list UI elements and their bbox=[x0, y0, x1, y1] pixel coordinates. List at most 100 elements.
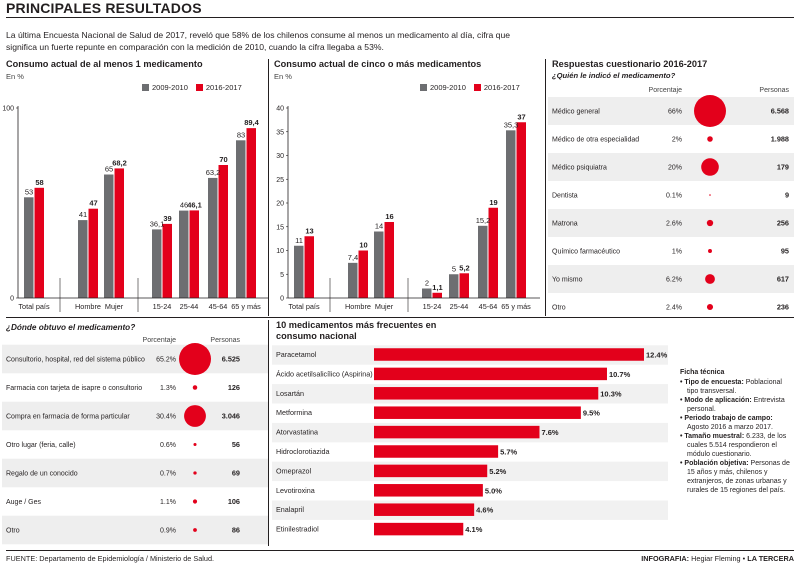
data-label-2009: 36,1 bbox=[150, 219, 165, 228]
x-tick-label: 15-24 bbox=[423, 302, 442, 311]
table1-svg: Porcentaje Personas Médico general 66% 6.568… bbox=[548, 87, 794, 312]
legend-swatch-red bbox=[195, 84, 203, 91]
chart1-unit: En % bbox=[6, 72, 24, 81]
y-tick-label: 0 bbox=[280, 296, 284, 303]
row-label: Regalo de un conocido bbox=[6, 471, 78, 478]
hbar bbox=[374, 503, 475, 516]
data-label-2016: 46,1 bbox=[187, 200, 202, 209]
y-tick-label: 0 bbox=[10, 296, 14, 303]
col-header-pct: Porcentaje bbox=[649, 87, 683, 94]
bar-2009 bbox=[422, 288, 432, 298]
table2-title: ¿Dónde obtuvo el medicamento? bbox=[6, 323, 136, 332]
table1-subtitle: ¿Quién le indicó el medicamento? bbox=[552, 71, 676, 80]
y-tick-label: 100 bbox=[2, 106, 14, 113]
row-band bbox=[2, 344, 268, 374]
chart5-title: 10 medicamentos más frecuentes en consum… bbox=[276, 320, 437, 341]
x-tick-label: 15-24 bbox=[153, 302, 172, 311]
hbar bbox=[374, 406, 581, 419]
x-tick-label: 65 y más bbox=[231, 302, 261, 311]
row-persons: 126 bbox=[228, 383, 240, 392]
bar-2016 bbox=[516, 122, 526, 298]
row-label: Otro bbox=[552, 305, 566, 312]
bar-2016 bbox=[432, 292, 442, 298]
bar-2009 bbox=[236, 140, 246, 298]
data-label-2009: 15,2 bbox=[476, 216, 491, 225]
data-label-2009: 63,2 bbox=[206, 168, 221, 177]
bubble bbox=[709, 194, 711, 196]
row-persons: 256 bbox=[777, 219, 789, 228]
hbar bbox=[374, 445, 499, 458]
x-tick-label: 25-44 bbox=[450, 302, 469, 311]
middle-divider bbox=[6, 317, 794, 318]
x-tick-label: Mujer bbox=[105, 302, 124, 311]
hbar-value-label: 4.6% bbox=[476, 506, 493, 515]
bubble bbox=[706, 219, 714, 227]
col-header-pct: Porcentaje bbox=[143, 337, 177, 344]
data-label-2016: 47 bbox=[89, 199, 97, 208]
data-label-2009: 7,4 bbox=[348, 253, 358, 262]
row-persons: 9 bbox=[785, 191, 789, 200]
row-band bbox=[548, 97, 794, 125]
chart2-unit: En % bbox=[274, 72, 292, 81]
data-label-2016: 89,4 bbox=[244, 118, 259, 127]
row-pct: 20% bbox=[668, 165, 682, 172]
bubble bbox=[192, 385, 198, 390]
row-label: Otro bbox=[6, 528, 20, 535]
row-persons: 3.046 bbox=[222, 412, 240, 421]
row-label: Yo mismo bbox=[552, 277, 583, 284]
data-label-2009: 2 bbox=[425, 279, 429, 288]
data-label-2009: 46 bbox=[180, 201, 188, 210]
credit-sep: • bbox=[742, 554, 746, 563]
bubble bbox=[193, 471, 197, 475]
data-label-2016: 16 bbox=[385, 212, 393, 221]
row-label: Químico farmacéutico bbox=[552, 249, 620, 256]
bubble bbox=[179, 343, 211, 375]
bar-2016 bbox=[488, 207, 498, 298]
ficha-item: • Tipo de encuesta: Poblacional tipo tra… bbox=[680, 379, 782, 395]
chart5-svg: Paracetamol 12.4% Ácido acetilsalicílico (… bbox=[272, 345, 668, 536]
bar-2009 bbox=[78, 220, 88, 298]
row-persons: 6.568 bbox=[771, 107, 789, 116]
legend-swatch-gray bbox=[420, 84, 427, 91]
hbar bbox=[374, 484, 483, 497]
chart2-title: Consumo actual de cinco o más medicament… bbox=[274, 59, 482, 69]
hbar-value-label: 5.0% bbox=[485, 486, 502, 495]
row-pct: 1.1% bbox=[160, 499, 176, 506]
x-tick-label: 25-44 bbox=[180, 302, 199, 311]
row-pct: 2.4% bbox=[666, 305, 682, 312]
bar-2016 bbox=[34, 187, 44, 298]
row-persons: 95 bbox=[781, 247, 789, 256]
hbar bbox=[374, 425, 540, 439]
x-tick-label: Mujer bbox=[375, 302, 394, 311]
legend-label-2016: 2016-2017 bbox=[205, 83, 242, 92]
row-band bbox=[2, 515, 268, 545]
hbar bbox=[374, 348, 644, 361]
hbar bbox=[374, 464, 488, 478]
hbar bbox=[374, 367, 607, 381]
bar-2016 bbox=[189, 210, 199, 298]
bar-2016 bbox=[88, 208, 98, 298]
bubble bbox=[193, 528, 197, 532]
row-pct: 30.4% bbox=[156, 414, 176, 421]
bar-2009 bbox=[506, 130, 516, 298]
bar-2009 bbox=[152, 229, 162, 298]
chart2-legend: 2009-2010 2016-2017 bbox=[420, 83, 528, 92]
bar-2016 bbox=[384, 222, 394, 298]
bar-category-label: Hidroclorotiazida bbox=[276, 447, 330, 456]
bar-2009 bbox=[208, 177, 218, 298]
hbar-value-label: 5.2% bbox=[489, 467, 506, 476]
bar-category-label: Ácido acetilsalicílico (Aspirina) bbox=[276, 369, 373, 378]
ficha-item: • Periodo trabajo de campo: Agosto 2016 … bbox=[680, 415, 774, 431]
row-label: Médico psiquiatra bbox=[552, 165, 607, 172]
row-pct: 0.6% bbox=[160, 442, 176, 449]
row-persons: 56 bbox=[232, 440, 240, 449]
bar-category-label: Etinilestradiol bbox=[276, 525, 319, 534]
y-tick-label: 10 bbox=[276, 248, 284, 255]
data-label-2009: 14 bbox=[375, 222, 383, 231]
bar-2009 bbox=[179, 210, 189, 298]
x-tick-label: Hombre bbox=[345, 302, 371, 311]
x-tick-label: 45-64 bbox=[209, 302, 228, 311]
hbar-value-label: 4.1% bbox=[465, 525, 482, 534]
row-persons: 617 bbox=[777, 275, 789, 284]
ficha-items: • Tipo de encuesta: Poblacional tipo tra… bbox=[680, 378, 794, 495]
